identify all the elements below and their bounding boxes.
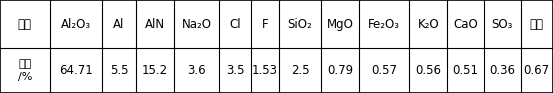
Text: 合量
/%: 合量 /% [18, 60, 32, 82]
Text: 组成: 组成 [18, 18, 32, 31]
Text: 0.36: 0.36 [489, 64, 515, 77]
Text: 0.51: 0.51 [452, 64, 478, 77]
Text: Al₂O₃: Al₂O₃ [61, 18, 91, 31]
Text: 2.5: 2.5 [291, 64, 309, 77]
Text: 15.2: 15.2 [142, 64, 168, 77]
Text: F: F [262, 18, 268, 31]
Text: 3.6: 3.6 [187, 64, 206, 77]
Text: Cl: Cl [229, 18, 241, 31]
Text: SO₃: SO₃ [492, 18, 513, 31]
Text: MgO: MgO [327, 18, 354, 31]
Text: K₂O: K₂O [418, 18, 439, 31]
Text: Fe₂O₃: Fe₂O₃ [368, 18, 400, 31]
Text: 0.57: 0.57 [371, 64, 398, 77]
Text: 其他: 其他 [530, 18, 544, 31]
Text: Al: Al [113, 18, 124, 31]
Text: CaO: CaO [453, 18, 478, 31]
Text: 0.56: 0.56 [415, 64, 441, 77]
Text: 5.5: 5.5 [109, 64, 128, 77]
Text: Na₂O: Na₂O [182, 18, 212, 31]
Text: 1.53: 1.53 [252, 64, 278, 77]
Text: 3.5: 3.5 [226, 64, 244, 77]
Text: 64.71: 64.71 [59, 64, 92, 77]
Text: SiO₂: SiO₂ [288, 18, 312, 31]
Text: 0.67: 0.67 [524, 64, 550, 77]
Text: 0.79: 0.79 [327, 64, 353, 77]
Text: AlN: AlN [145, 18, 165, 31]
